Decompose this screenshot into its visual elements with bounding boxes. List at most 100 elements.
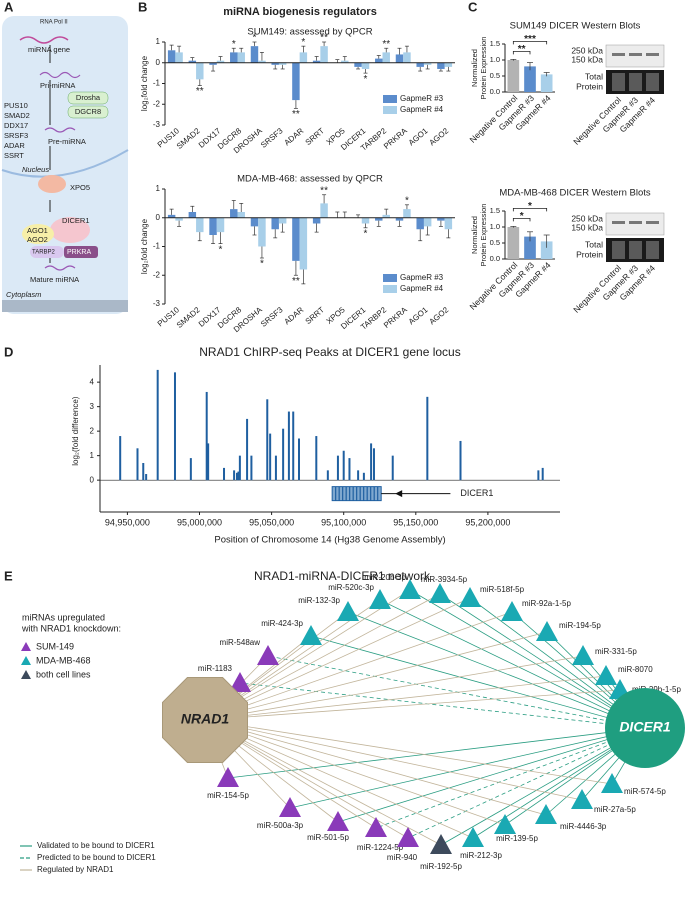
- significance: *: [301, 37, 305, 48]
- bar: [175, 52, 183, 63]
- significance: *: [219, 244, 223, 255]
- chart-title: MDA-MB-468 DICER Western Blots: [499, 188, 651, 199]
- significance: ***: [524, 34, 536, 45]
- x-tick-label: AGO2: [427, 126, 450, 148]
- dicer-shape: [50, 217, 90, 243]
- peak: [541, 467, 544, 481]
- bar: [524, 66, 536, 92]
- mirna-node: [535, 804, 557, 824]
- bar: [299, 52, 308, 63]
- significance: *: [232, 39, 236, 50]
- x-tick-label: SMAD2: [175, 126, 202, 151]
- panel-letter: B: [138, 0, 147, 14]
- y-tick-label: -3: [153, 120, 161, 129]
- network-title: NRAD1-miRNA-DICER1 network: [254, 569, 431, 583]
- bar: [292, 62, 300, 101]
- label: DICER1: [62, 216, 90, 225]
- y-axis-label: Protein Expression: [479, 204, 488, 267]
- bar: [416, 217, 424, 230]
- edge: [267, 655, 646, 729]
- edge: [310, 635, 646, 729]
- y-tick-label: 0.5: [490, 238, 500, 247]
- edge: [204, 675, 607, 721]
- significance: **: [320, 33, 328, 44]
- peak: [189, 458, 192, 481]
- bar: [292, 217, 300, 261]
- peak: [459, 440, 462, 481]
- bar: [507, 60, 520, 92]
- peak: [287, 411, 290, 481]
- bar: [423, 217, 432, 227]
- y-tick-label: 1.0: [490, 55, 500, 64]
- legend-label: GapmeR #3: [400, 273, 444, 282]
- bar: [278, 217, 287, 224]
- cell: [2, 16, 128, 314]
- mirna-node: [571, 789, 593, 809]
- y-tick-label: 0.5: [490, 71, 500, 80]
- x-tick-label: ADAR: [282, 126, 305, 147]
- x-tick-label: PRKRA: [382, 126, 409, 151]
- legend-label: SUM-149: [36, 641, 74, 651]
- edge: [289, 727, 646, 809]
- bar: [216, 217, 225, 233]
- bar: [209, 62, 217, 65]
- blot-lane: [629, 241, 642, 259]
- peak: [372, 448, 375, 481]
- bar: [312, 217, 321, 224]
- bar: [395, 217, 404, 221]
- label: AGO2: [27, 235, 48, 244]
- mirna-node: [430, 834, 452, 854]
- label: PRKRA: [67, 249, 91, 256]
- bar: [271, 62, 279, 65]
- x-tick-label: SRSF3: [259, 126, 285, 150]
- gene-label: DICER1: [460, 488, 493, 498]
- peak: [266, 399, 269, 481]
- marker-label: 250 kDa: [571, 45, 603, 55]
- y-tick-label: -1: [153, 79, 161, 88]
- bar: [188, 60, 197, 63]
- nodes: miR-1183 miR-548aw miR-424-3p miR-132-3p miR…: [198, 573, 682, 871]
- bar: [361, 62, 370, 69]
- label: AGO1: [27, 226, 48, 235]
- y-tick-label: 1.5: [490, 206, 500, 215]
- label: RNA Pol II: [40, 20, 68, 26]
- nrad1-label: NRAD1: [181, 711, 229, 727]
- y-tick-label: -1: [153, 242, 161, 251]
- legend-heading: miRNAs upregulated: [22, 612, 105, 622]
- pri-mirna: [39, 71, 81, 79]
- blot-lane: [646, 241, 659, 259]
- bar: [250, 46, 259, 63]
- significance: *: [260, 259, 264, 270]
- mirna-label: miR-1183: [198, 664, 233, 673]
- mirna-label: miR-331-5p: [595, 647, 637, 656]
- edge: [204, 689, 621, 721]
- y-axis-label: Normalized: [470, 49, 479, 87]
- peak: [136, 448, 139, 481]
- bar: [209, 217, 217, 235]
- mirna-label: miR-4446-3p: [560, 822, 607, 831]
- peak: [342, 450, 345, 481]
- pre-mirna: [44, 127, 76, 133]
- x-tick-label: AGO2: [427, 305, 450, 327]
- legend-label: GapmeR #3: [400, 94, 444, 103]
- peak: [348, 458, 351, 481]
- bar: [444, 217, 453, 230]
- mirna-node: [279, 797, 301, 817]
- mirna-node: [257, 645, 279, 665]
- y-tick-label: 0: [90, 475, 95, 484]
- mirna-node: [494, 814, 516, 834]
- x-tick-label: AGO1: [407, 305, 430, 327]
- significance: **: [196, 86, 204, 97]
- mirna-label: miR-29b-1-5p: [632, 685, 681, 694]
- label: PUS10: [4, 101, 28, 110]
- bar: [375, 58, 383, 63]
- peak: [156, 369, 159, 481]
- peak: [274, 455, 277, 481]
- bar: [188, 212, 197, 218]
- mirna-node: [327, 811, 349, 831]
- mirna-label: miR-548aw: [220, 638, 261, 647]
- bar: [444, 62, 453, 67]
- legend-swatch: [21, 642, 31, 651]
- bar: [258, 217, 266, 247]
- edge: [375, 727, 646, 829]
